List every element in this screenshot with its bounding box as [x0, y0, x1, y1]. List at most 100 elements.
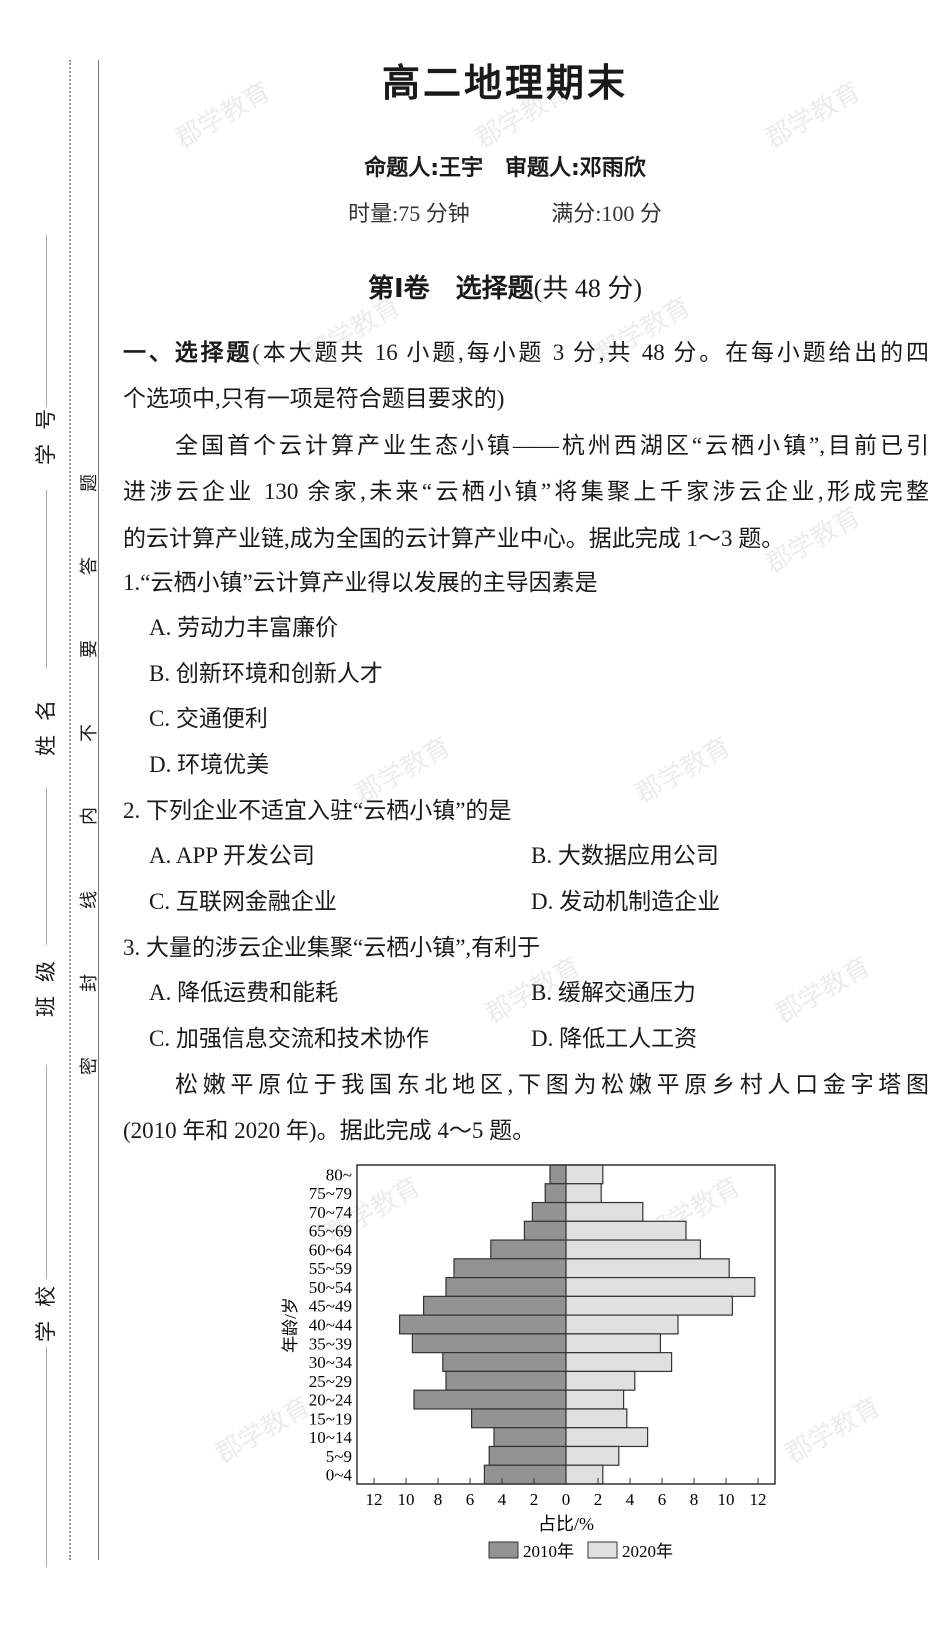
bar-2020年-55~59	[565, 1258, 730, 1279]
y-axis-label: 年龄/岁	[281, 1297, 300, 1353]
bar-2020年-40~44	[565, 1314, 679, 1335]
age-group-label: 70~74	[309, 1203, 353, 1222]
bar-2020年-45~49	[565, 1295, 733, 1316]
bar-2010年-65~69	[523, 1220, 567, 1241]
x-tick-label: 12	[366, 1490, 383, 1509]
section-score: (共 48 分)	[533, 274, 642, 303]
bar-2010年-50~54	[445, 1276, 567, 1297]
x-tick-label: 4	[498, 1490, 507, 1509]
name-underline	[46, 490, 47, 668]
authors: 命题人:王宇 审题人:邓雨欣	[364, 156, 646, 181]
passage-line: 进涉云企业 130 余家,未来“云栖小镇”将集聚上千家涉云企业,形成完整	[123, 479, 929, 504]
age-group-label: 5~9	[326, 1447, 352, 1466]
class-underline	[46, 788, 47, 945]
x-tick-label: 12	[750, 1490, 767, 1509]
legend-label-2020: 2020年	[622, 1542, 673, 1561]
passage-line: 松嫩平原位于我国东北地区,下图为松嫩平原乡村人口金字塔图	[175, 1072, 929, 1097]
bar-2010年-25~29	[445, 1370, 567, 1391]
bar-2020年-70~74	[565, 1201, 644, 1222]
x-tick-label: 10	[718, 1490, 735, 1509]
q1-option-c[interactable]: C. 交通便利	[149, 706, 268, 731]
bar-2020年-35~39	[565, 1333, 662, 1354]
question-3-stem: 3. 大量的涉云企业集聚“云栖小镇”,有利于	[123, 935, 541, 960]
instructions-heading: 一、选择题	[123, 340, 253, 366]
q3-option-c[interactable]: C. 加强信息交流和技术协作	[149, 1026, 429, 1051]
age-group-label: 20~24	[309, 1391, 353, 1410]
passage-line: 的云计算产业链,成为全国的云计算产业中心。据此完成 1～3 题。	[123, 526, 785, 551]
q3-option-a[interactable]: A. 降低运费和能耗	[149, 980, 339, 1005]
school-underline	[46, 1065, 47, 1279]
legend-swatch-2020	[587, 1541, 618, 1559]
x-tick-label: 8	[690, 1490, 699, 1509]
legend-swatch-2010	[488, 1541, 519, 1559]
x-tick-label: 6	[466, 1490, 475, 1509]
x-tick-label: 0	[562, 1490, 571, 1509]
exam-meta: 时量:75 分钟 满分:100 分	[0, 196, 950, 228]
age-group-label: 30~34	[309, 1353, 353, 1372]
q2-option-d[interactable]: D. 发动机制造企业	[531, 889, 721, 914]
age-group-label: 0~4	[326, 1466, 353, 1485]
student-id-underline	[46, 235, 47, 407]
bar-2020年-60~64	[565, 1239, 701, 1260]
legend-label-2010: 2010年	[523, 1542, 574, 1561]
question-1-stem: 1.“云栖小镇”云计算产业得以发展的主导因素是	[123, 570, 598, 595]
x-axis-label: 占比/%	[538, 1514, 594, 1534]
passage-line: 全国首个云计算产业生态小镇——杭州西湖区“云栖小镇”,目前已引	[175, 433, 929, 458]
bar-2010年-45~49	[423, 1295, 567, 1316]
bar-2010年-35~39	[411, 1333, 567, 1354]
instructions-line-2: 个选项中,只有一项是符合题目要求的)	[123, 386, 505, 411]
q1-option-b[interactable]: B. 创新环境和创新人才	[149, 661, 383, 686]
page-title: 高二地理期末	[381, 61, 628, 105]
age-group-label: 25~29	[309, 1372, 352, 1391]
fold-dotted-line	[69, 60, 71, 1560]
time-limit: 时量:75 分钟	[348, 201, 470, 226]
bar-2020年-15~19	[565, 1408, 628, 1429]
age-group-label: 50~54	[309, 1278, 353, 1297]
bar-2010年-20~24	[413, 1389, 567, 1410]
bar-2010年-70~74	[531, 1201, 567, 1222]
x-tick-label: 2	[594, 1490, 603, 1509]
age-group-label: 40~44	[309, 1316, 353, 1335]
bar-2020年-20~24	[565, 1389, 625, 1410]
age-group-label: 80~	[326, 1165, 352, 1184]
bar-2020年-10~14	[565, 1427, 649, 1448]
age-group-label: 65~69	[309, 1222, 352, 1241]
age-group-label: 45~49	[309, 1297, 352, 1316]
age-group-label: 60~64	[309, 1240, 353, 1259]
q2-option-c[interactable]: C. 互联网金融企业	[149, 889, 337, 914]
question-2-stem: 2. 下列企业不适宜入驻“云栖小镇”的是	[123, 798, 512, 823]
bar-2010年-75~79	[544, 1183, 567, 1204]
binding-line	[98, 60, 99, 1560]
bar-2010年-60~64	[490, 1239, 567, 1260]
q3-option-d[interactable]: D. 降低工人工资	[531, 1026, 698, 1051]
q1-option-a[interactable]: A. 劳动力丰富廉价	[149, 615, 339, 640]
bar-2020年-50~54	[565, 1276, 756, 1297]
bar-2020年-0~4	[565, 1464, 604, 1485]
bar-2020年-65~69	[565, 1220, 687, 1241]
x-tick-label: 6	[658, 1490, 667, 1509]
bar-2020年-5~9	[565, 1445, 620, 1466]
bar-2010年-40~44	[399, 1314, 567, 1335]
passage-line: (2010 年和 2020 年)。据此完成 4～5 题。	[123, 1118, 536, 1143]
age-group-label: 15~19	[309, 1409, 352, 1428]
section-title: 第Ⅰ卷 选择题	[367, 274, 534, 304]
full-score: 满分:100 分	[551, 201, 662, 226]
instructions-text: (本大题共 16 小题,每小题 3 分,共 48 分。在每小题给出的四	[252, 340, 929, 365]
x-tick-label: 4	[626, 1490, 635, 1509]
bar-2010年-30~34	[442, 1352, 567, 1373]
school-underline-2	[46, 1347, 47, 1567]
age-group-label: 55~59	[309, 1259, 352, 1278]
bar-2010年-5~9	[488, 1445, 567, 1466]
bar-2010年-80~	[549, 1164, 567, 1185]
instructions-line: 一、选择题(本大题共 16 小题,每小题 3 分,共 48 分。在每小题给出的四	[123, 338, 929, 368]
q2-option-b[interactable]: B. 大数据应用公司	[531, 843, 719, 868]
x-tick-label: 8	[434, 1490, 443, 1509]
bar-2010年-10~14	[493, 1427, 567, 1448]
x-tick-label: 2	[530, 1490, 539, 1509]
q3-option-b[interactable]: B. 缓解交通压力	[531, 980, 696, 1005]
age-group-label: 75~79	[309, 1184, 352, 1203]
q2-option-a[interactable]: A. APP 开发公司	[149, 843, 315, 868]
q1-option-d[interactable]: D. 环境优美	[149, 752, 270, 777]
bar-2010年-0~4	[483, 1464, 567, 1485]
